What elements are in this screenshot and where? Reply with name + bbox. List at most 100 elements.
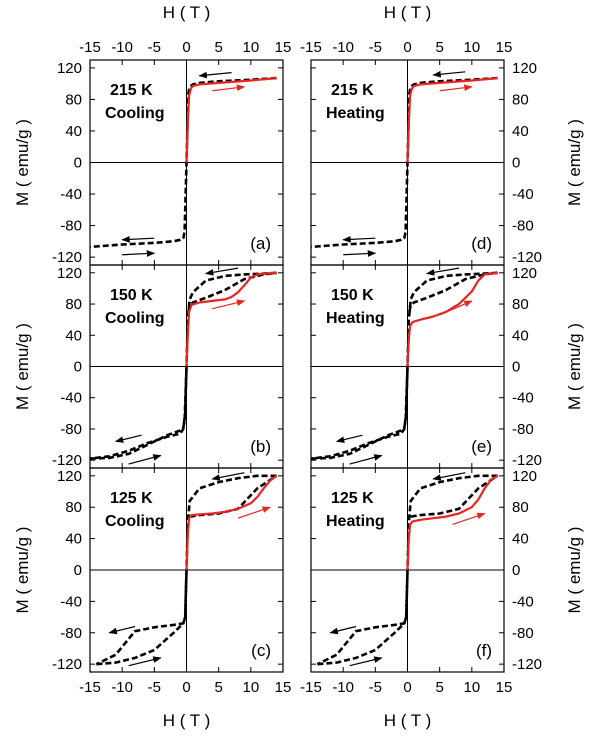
x-tick-label-top: 15 bbox=[496, 39, 513, 56]
y-tick-label: 0 bbox=[74, 155, 82, 172]
y-axis-title: M ( emu/g ) bbox=[13, 119, 32, 206]
y-tick-label: 80 bbox=[512, 91, 529, 108]
y-tick-label: 120 bbox=[512, 265, 537, 282]
y-tick-label: 120 bbox=[57, 265, 82, 282]
red-virgin-curve bbox=[406, 77, 498, 163]
mode-label: Heating bbox=[326, 105, 385, 122]
direction-arrow bbox=[114, 434, 142, 443]
y-tick-label: 80 bbox=[65, 91, 82, 108]
y-tick-label: 40 bbox=[512, 531, 529, 548]
y-tick-label: -80 bbox=[512, 625, 534, 642]
y-axis-title: M ( emu/g ) bbox=[13, 323, 32, 410]
x-tick-label-top: 5 bbox=[435, 39, 443, 56]
panel-letter: (a) bbox=[250, 234, 271, 253]
black-hysteresis-branch bbox=[96, 569, 188, 666]
x-tick-label-top: -5 bbox=[148, 39, 161, 56]
y-tick-label: -40 bbox=[60, 390, 82, 407]
y-tick-label: -40 bbox=[60, 186, 82, 203]
direction-arrow bbox=[349, 656, 383, 667]
direction-arrow bbox=[121, 236, 155, 243]
y-tick-label: 80 bbox=[512, 499, 529, 516]
mode-label: Cooling bbox=[105, 513, 165, 530]
direction-arrow bbox=[439, 84, 473, 92]
panel-e: -120 -80 -40 0 40 80 120 150 K Heating (e) bbox=[310, 264, 542, 469]
x-tick-label-bottom: 0 bbox=[403, 679, 411, 696]
panel-d: -120 -80 -40 0 40 80 120 -15 -10 -5 0 5 10 15 215 K Hea… bbox=[300, 39, 542, 266]
mode-label: Heating bbox=[326, 513, 385, 530]
x-axis-title-bottom: H ( T ) bbox=[384, 711, 432, 730]
y-tick-label: -40 bbox=[512, 186, 534, 203]
black-hysteresis-branch bbox=[410, 474, 499, 518]
x-tick-label-bottom: 5 bbox=[435, 679, 443, 696]
direction-arrow bbox=[425, 267, 460, 276]
direction-arrow bbox=[211, 472, 245, 481]
panel-c: -120 -80 -40 0 40 80 120 -15 -10 -5 0 5 10 15 125 K Coo… bbox=[52, 467, 292, 696]
y-axis-title: M ( emu/g ) bbox=[565, 119, 584, 206]
x-tick-label-bottom: -10 bbox=[111, 679, 133, 696]
direction-arrow bbox=[198, 71, 232, 79]
direction-arrow bbox=[128, 656, 162, 667]
red-virgin-curve bbox=[185, 77, 277, 163]
panel-letter: (b) bbox=[250, 437, 271, 456]
direction-arrow bbox=[439, 300, 473, 316]
direction-arrow bbox=[329, 625, 357, 635]
y-tick-label: -120 bbox=[52, 452, 82, 469]
y-tick-label: 0 bbox=[74, 562, 82, 579]
temperature-label: 125 K bbox=[331, 490, 374, 507]
red-virgin-curve bbox=[406, 474, 499, 571]
x-axis-title-bottom: H ( T ) bbox=[163, 711, 211, 730]
y-tick-label: -40 bbox=[512, 390, 534, 407]
direction-arrow bbox=[122, 250, 156, 257]
panel-letter: (e) bbox=[471, 437, 492, 456]
black-hysteresis-branch bbox=[310, 366, 409, 460]
x-tick-label-bottom: -5 bbox=[369, 679, 382, 696]
mode-label: Cooling bbox=[105, 105, 165, 122]
black-hysteresis-branch bbox=[89, 366, 188, 460]
y-tick-label: -120 bbox=[512, 656, 542, 673]
y-tick-label: 120 bbox=[512, 60, 537, 77]
mode-label: Heating bbox=[326, 310, 385, 327]
x-tick-label-top: -15 bbox=[79, 39, 101, 56]
y-tick-label: -80 bbox=[60, 625, 82, 642]
y-tick-label: 0 bbox=[74, 359, 82, 376]
direction-arrow bbox=[204, 267, 239, 276]
direction-arrow bbox=[349, 454, 383, 465]
panel-letter: (d) bbox=[471, 234, 492, 253]
direction-arrow bbox=[212, 299, 246, 310]
direction-arrow bbox=[342, 236, 376, 243]
direction-arrow bbox=[108, 625, 136, 635]
panel-letter: (f) bbox=[476, 641, 492, 660]
y-tick-label: -40 bbox=[512, 593, 534, 610]
direction-arrow bbox=[128, 454, 162, 465]
y-axis-title: M ( emu/g ) bbox=[565, 527, 584, 614]
x-tick-label-bottom: -10 bbox=[332, 679, 354, 696]
red-virgin-curve bbox=[185, 474, 278, 571]
x-tick-label-top: 0 bbox=[403, 39, 411, 56]
y-tick-label: -120 bbox=[512, 249, 542, 266]
y-tick-label: 40 bbox=[65, 327, 82, 344]
y-tick-label: -120 bbox=[52, 656, 82, 673]
direction-arrow bbox=[343, 250, 377, 257]
red-virgin-curve bbox=[185, 271, 277, 367]
direction-arrow bbox=[432, 70, 466, 78]
y-tick-label: 0 bbox=[512, 359, 520, 376]
black-hysteresis-branch bbox=[187, 271, 277, 313]
x-tick-label-top: -5 bbox=[369, 39, 382, 56]
x-tick-label-bottom: 5 bbox=[214, 679, 222, 696]
y-tick-label: 40 bbox=[65, 531, 82, 548]
y-tick-label: -80 bbox=[512, 421, 534, 438]
x-tick-label-top: 10 bbox=[242, 39, 259, 56]
y-tick-label: 120 bbox=[57, 60, 82, 77]
y-axis-title: M ( emu/g ) bbox=[13, 527, 32, 614]
black-hysteresis-branch bbox=[408, 271, 498, 313]
x-tick-label-top: 15 bbox=[275, 39, 292, 56]
temperature-label: 150 K bbox=[331, 287, 374, 304]
y-tick-label: 80 bbox=[65, 296, 82, 313]
y-tick-label: -80 bbox=[512, 218, 534, 235]
x-tick-label-top: -10 bbox=[111, 39, 133, 56]
y-tick-label: 40 bbox=[512, 327, 529, 344]
y-tick-label: 80 bbox=[512, 296, 529, 313]
x-tick-label-bottom: 15 bbox=[275, 679, 292, 696]
panel-a: -120 -80 -40 0 40 80 120 -15 -10 -5 0 5 10 15 215 K Coo… bbox=[52, 39, 291, 266]
